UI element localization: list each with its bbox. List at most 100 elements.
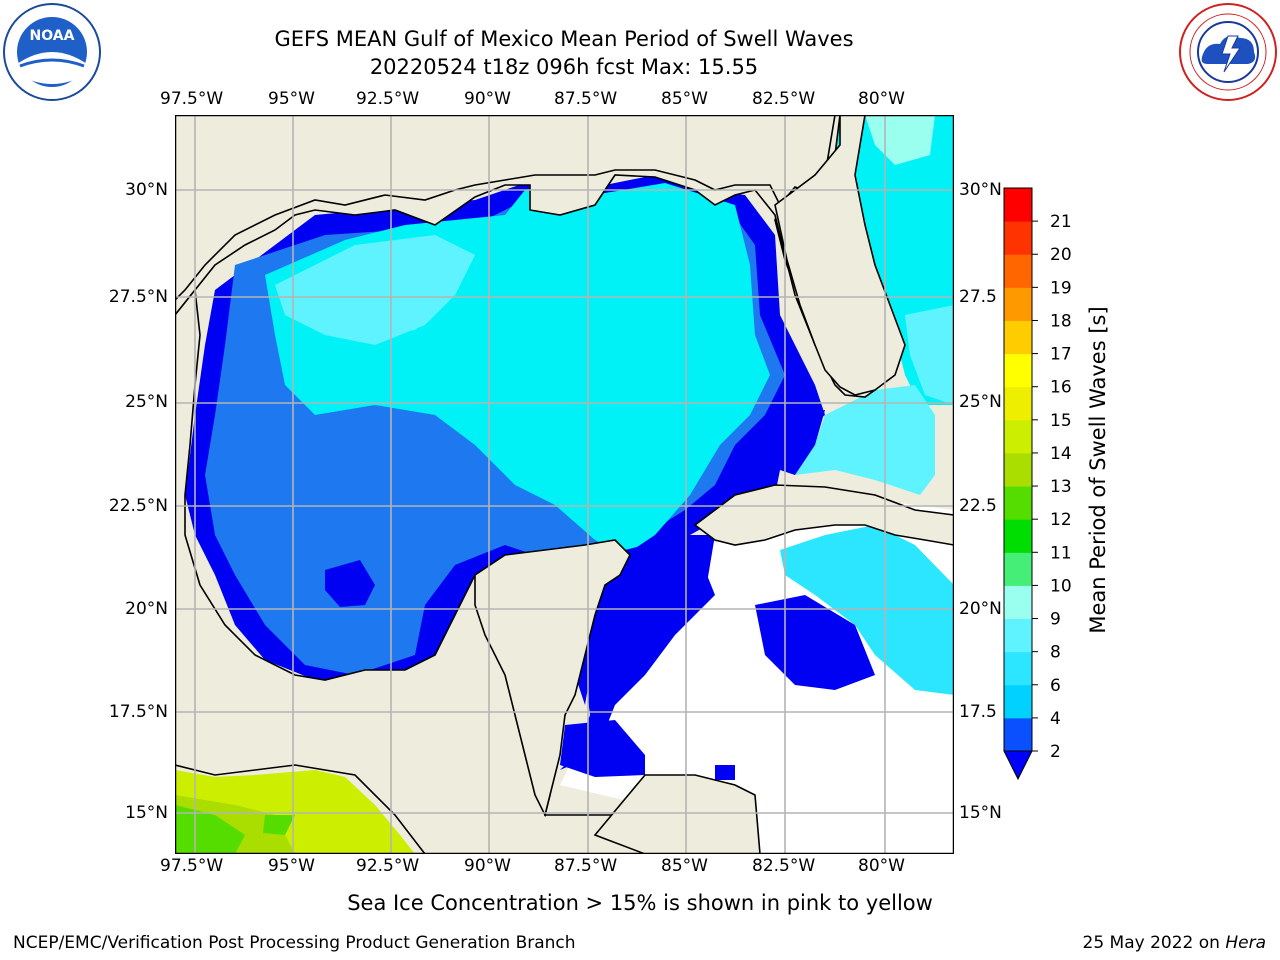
colorbar-tick-label: 21 xyxy=(1050,212,1072,232)
lon-labels-top: 97.5°W 95°W 92.5°W 90°W 87.5°W 85°W 82.5… xyxy=(0,89,1280,113)
noaa-logo: NOAA xyxy=(2,2,102,102)
colorbar-tick-label: 8 xyxy=(1050,643,1061,663)
nws-logo xyxy=(1178,2,1278,102)
colorbar-tick-label: 20 xyxy=(1050,245,1072,265)
lon-label: 80°W xyxy=(858,856,905,876)
lat-label: 20°N xyxy=(959,599,1002,619)
lon-label: 92.5°W xyxy=(356,89,420,109)
sea-ice-note-text: Sea Ice Concentration > 15% is shown in … xyxy=(347,891,933,915)
map-canvas xyxy=(174,114,955,855)
lat-label: 30°N xyxy=(959,180,1002,200)
lat-label: 25°N xyxy=(125,392,168,412)
colorbar-under-arrow xyxy=(1003,750,1033,781)
footer-host: Hera xyxy=(1225,933,1266,953)
sea-ice-note: Sea Ice Concentration > 15% is shown in … xyxy=(0,891,1280,915)
colorbar-label: Mean Period of Swell Waves [s] xyxy=(1086,306,1110,634)
lon-label: 80°W xyxy=(858,89,905,109)
lon-label: 92.5°W xyxy=(356,856,420,876)
colorbar-swatch xyxy=(1004,651,1032,686)
colorbar-tick-label: 14 xyxy=(1050,444,1072,464)
lon-label: 95°W xyxy=(268,89,315,109)
colorbar-swatch xyxy=(1004,684,1032,719)
colorbar-tick-label: 2 xyxy=(1050,742,1061,762)
colorbar-frame xyxy=(1003,187,1033,752)
lat-labels-right: 30°N 27.5 25°N 22.5 20°N 17.5 15°N xyxy=(959,0,1019,960)
lat-label: 27.5 xyxy=(959,287,997,307)
map-gridlines xyxy=(175,115,954,854)
colorbar-swatch xyxy=(1004,188,1032,222)
lat-label: 20°N xyxy=(125,599,168,619)
florida-land xyxy=(774,115,906,396)
lat-label: 25°N xyxy=(959,392,1002,412)
lat-label: 15°N xyxy=(959,803,1002,823)
lon-label: 87.5°W xyxy=(554,89,618,109)
colorbar-swatch xyxy=(1004,618,1032,653)
colorbar-tick-label: 19 xyxy=(1050,278,1072,298)
chart-title: GEFS MEAN Gulf of Mexico Mean Period of … xyxy=(274,27,854,51)
colorbar-swatch xyxy=(1004,419,1032,454)
chart-subtitle: 20220524 t18z 096h fcst Max: 15.55 xyxy=(369,55,759,79)
pacific-swell-green xyxy=(175,805,245,854)
colorbar-swatch xyxy=(1004,386,1032,421)
colorbar-tick-label: 13 xyxy=(1050,477,1072,497)
lon-label: 82.5°W xyxy=(752,89,816,109)
lat-label: 17.5 xyxy=(959,702,997,722)
colorbar-tick-label: 10 xyxy=(1050,576,1072,596)
map-frame xyxy=(174,114,955,855)
colorbar-svg: 2 4 6 8 9 10 11 12 13 14 15 16 17 18 19 20 21 xyxy=(1003,187,1072,781)
colorbar-swatch xyxy=(1004,287,1032,321)
lat-labels-left: 30°N 27.5°N 25°N 22.5°N 20°N 17.5°N 15°N xyxy=(0,0,172,960)
pacific-swell-green xyxy=(263,815,295,835)
lon-label: 87.5°W xyxy=(554,856,618,876)
colorbar-swatch xyxy=(1004,552,1032,586)
caribbean-blue xyxy=(715,765,735,780)
colorbar: 2 4 6 8 9 10 11 12 13 14 15 16 17 18 19 20 21 xyxy=(1000,185,1090,785)
map-panel xyxy=(174,114,955,855)
cuba-land xyxy=(693,484,954,546)
lon-label: 85°W xyxy=(661,856,708,876)
lon-label: 82.5°W xyxy=(752,856,816,876)
footer-left: NCEP/EMC/Verification Post Processing Pr… xyxy=(13,933,576,953)
colorbar-swatch xyxy=(1004,221,1032,255)
colorbar-swatch xyxy=(1004,519,1032,553)
lat-label: 15°N xyxy=(125,803,168,823)
colorbar-tick-label: 4 xyxy=(1050,709,1061,729)
lon-label: 95°W xyxy=(268,856,315,876)
colorbar-swatch xyxy=(1004,717,1032,752)
footer-date: 25 May 2022 on xyxy=(1082,933,1226,953)
caribbean-cyan xyxy=(780,525,954,695)
colorbar-tick-label: 6 xyxy=(1050,676,1061,696)
noaa-logo-text: NOAA xyxy=(30,28,75,44)
atlantic-light-cyan xyxy=(905,305,954,405)
colorbar-tick-label: 16 xyxy=(1050,378,1072,398)
lat-label: 22.5°N xyxy=(108,496,168,516)
colorbar-tick-label: 17 xyxy=(1050,345,1072,365)
colorbar-tick-label: 12 xyxy=(1050,510,1072,530)
colorbar-tick-label: 9 xyxy=(1050,610,1061,630)
colorbar-swatch xyxy=(1004,585,1032,620)
lon-label: 85°W xyxy=(661,89,708,109)
lat-label: 30°N xyxy=(125,180,168,200)
colorbar-tick-label: 15 xyxy=(1050,411,1072,431)
footer-right: 25 May 2022 on Hera xyxy=(1083,933,1267,953)
bay-blue-patch xyxy=(325,560,375,607)
lon-label: 97.5°W xyxy=(160,856,224,876)
lat-label: 27.5°N xyxy=(108,287,168,307)
colorbar-tick-label: 18 xyxy=(1050,311,1072,331)
gulf-light-cyan xyxy=(335,290,435,335)
colorbar-swatch xyxy=(1004,486,1032,520)
lon-label: 90°W xyxy=(464,89,511,109)
honduras-land xyxy=(593,774,761,854)
lon-label: 97.5°W xyxy=(160,89,224,109)
lon-label: 90°W xyxy=(464,856,511,876)
lon-labels-bottom: 97.5°W 95°W 92.5°W 90°W 87.5°W 85°W 82.5… xyxy=(0,856,1280,880)
colorbar-swatch xyxy=(1004,452,1032,487)
caribbean-blue xyxy=(560,720,645,777)
colorbar-swatch xyxy=(1004,254,1032,288)
atlantic-light-cyan xyxy=(865,115,935,165)
straits-blue xyxy=(780,410,825,475)
colorbar-swatch xyxy=(1004,320,1032,355)
straits-cyan xyxy=(795,385,935,495)
lat-label: 22.5 xyxy=(959,496,997,516)
colorbar-tick-label: 11 xyxy=(1050,543,1072,563)
